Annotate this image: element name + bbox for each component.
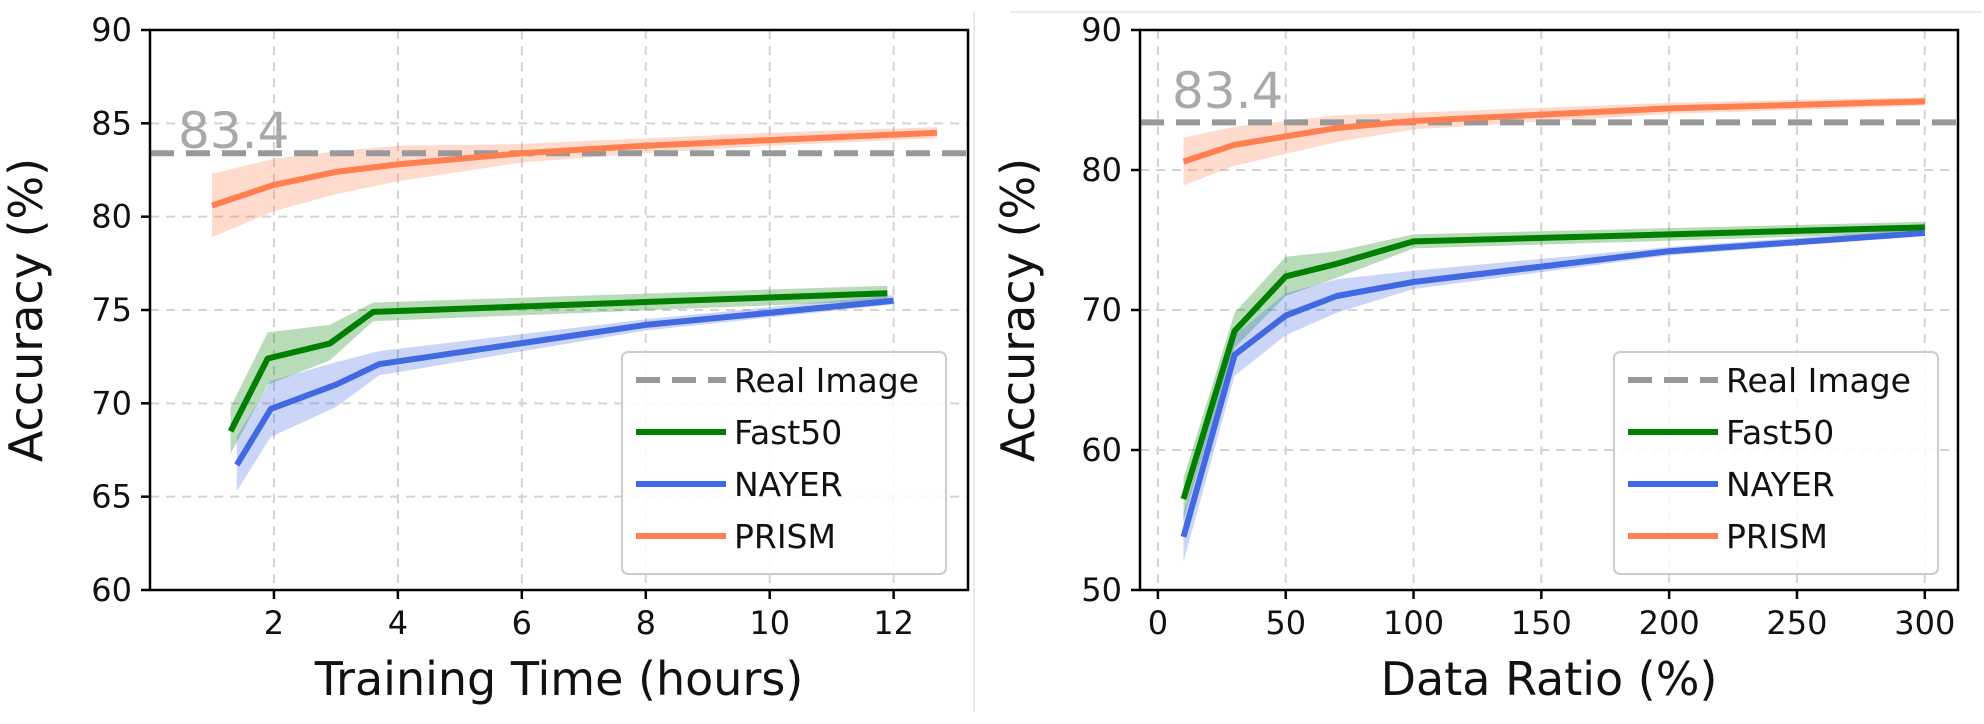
x-tick-label: 6 — [512, 604, 532, 642]
y-tick-label: 90 — [91, 11, 132, 49]
x-axis-label: Data Ratio (%) — [1381, 652, 1718, 706]
band-fast50 — [230, 285, 888, 454]
x-tick-label: 8 — [636, 604, 656, 642]
band-prism — [1183, 97, 1925, 186]
legend: Real Image Fast50 NAYER PRISM — [621, 351, 947, 575]
x-tick-label: 2 — [264, 604, 284, 642]
y-tick-label: 70 — [1081, 291, 1122, 329]
plot-area — [150, 127, 968, 492]
legend-label: Fast50 — [1726, 413, 1834, 452]
x-tick-label: 300 — [1894, 604, 1955, 642]
reference-value-label: 83.4 — [1172, 62, 1283, 120]
y-tick-label: 60 — [91, 571, 132, 609]
x-tick-label: 4 — [388, 604, 408, 642]
legend-box — [621, 351, 947, 575]
y-tick-label: 90 — [1081, 11, 1122, 49]
x-tick-label: 100 — [1383, 604, 1444, 642]
series-line-nayer — [1180, 230, 1926, 538]
band-prism — [212, 127, 937, 238]
legend-label: Fast50 — [734, 413, 842, 452]
series-line-fast50 — [1180, 224, 1925, 500]
legend-label: PRISM — [1726, 517, 1828, 556]
chart-panel-data-ratio: 83.4 0 50 100 150 200 250 300 50 60 70 80 90 Data Rat… — [991, 11, 1960, 706]
y-tick-label: 85 — [91, 104, 132, 142]
legend-label: PRISM — [734, 517, 836, 556]
y-tick-label: 75 — [91, 291, 132, 329]
plot-area — [1140, 97, 1958, 563]
x-tick-label: 10 — [749, 604, 790, 642]
y-tick-label: 65 — [91, 478, 132, 516]
x-tick-label: 12 — [873, 604, 914, 642]
series-line-nayer — [234, 297, 894, 467]
x-tick-label: 50 — [1265, 604, 1306, 642]
y-tick-label: 50 — [1081, 571, 1122, 609]
x-tick-label: 0 — [1148, 604, 1168, 642]
y-tick-label: 80 — [1081, 151, 1122, 189]
y-axis-label: Accuracy (%) — [991, 158, 1045, 462]
x-tick-label: 200 — [1639, 604, 1700, 642]
legend-label: NAYER — [734, 465, 843, 504]
legend-label: NAYER — [1726, 465, 1835, 504]
y-tick-label: 70 — [91, 384, 132, 422]
chart-panel-training-time: 83.4 2 4 6 8 10 12 60 65 70 75 80 85 90 Training Time … — [0, 11, 970, 706]
x-tick-label: 150 — [1511, 604, 1572, 642]
legend-label: Real Image — [734, 361, 919, 400]
series-line-prism — [1182, 98, 1925, 165]
y-axis-label: Accuracy (%) — [0, 158, 53, 462]
x-axis-label: Training Time (hours) — [314, 652, 804, 706]
x-tick-label: 250 — [1766, 604, 1827, 642]
legend: Real Image Fast50 NAYER PRISM — [1613, 351, 1939, 575]
legend-label: Real Image — [1726, 361, 1911, 400]
y-tick-label: 60 — [1081, 431, 1122, 469]
y-tick-label: 80 — [91, 198, 132, 236]
series-line-prism — [211, 129, 938, 209]
reference-value-label: 83.4 — [178, 102, 289, 160]
legend-box — [1613, 351, 1939, 575]
series-line-fast50 — [227, 290, 888, 433]
